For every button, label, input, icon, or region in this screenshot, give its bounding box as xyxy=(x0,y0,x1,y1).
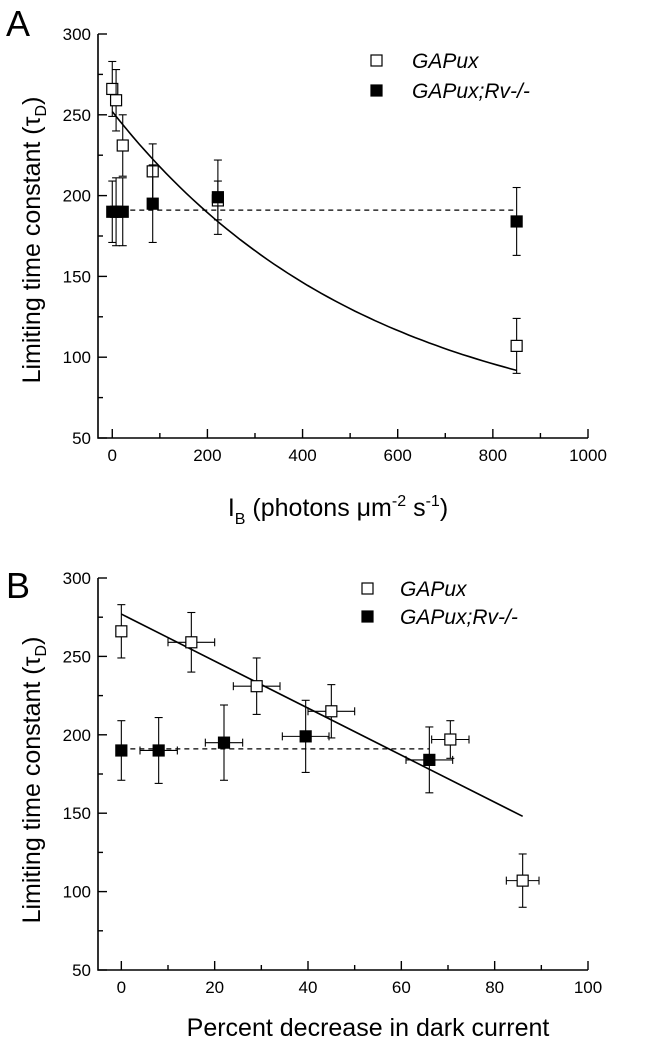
data-point-filled xyxy=(139,717,178,784)
open-square-marker xyxy=(109,94,123,107)
x-tick-label: 1000 xyxy=(569,446,607,465)
filled-square-marker xyxy=(299,730,312,743)
data-point-filled xyxy=(116,177,129,247)
y-tick-label: 150 xyxy=(63,804,91,823)
y-tick-label: 50 xyxy=(72,429,91,448)
x-tick-label: 0 xyxy=(117,978,126,997)
x-tick-label: 20 xyxy=(205,978,224,997)
panel-b-points xyxy=(115,604,540,908)
x-tick-label: 800 xyxy=(479,446,507,465)
y-tick-label: 100 xyxy=(63,883,91,902)
data-point-open xyxy=(106,60,119,117)
panel-b-letter: B xyxy=(6,565,30,606)
legend-open-square-marker xyxy=(361,582,374,595)
data-point-open xyxy=(307,684,356,739)
legend-label-gapux: GAPux xyxy=(400,578,468,601)
open-square-marker xyxy=(444,733,457,746)
panel-b-chart: B 0 20 40 60 80 100 50 100 150 200 250 300 GAPux GA… xyxy=(6,565,602,1042)
data-point-open xyxy=(167,611,216,673)
filled-square-marker xyxy=(423,753,436,766)
x-tick-label: 40 xyxy=(299,978,318,997)
x-tick-label: 200 xyxy=(193,446,221,465)
y-tick-label: 300 xyxy=(63,569,91,588)
panel-b-x-axis-label: Percent decrease in dark current xyxy=(187,1014,550,1042)
y-tick-label: 150 xyxy=(63,267,91,286)
legend-label-gapux: GAPux xyxy=(412,50,480,73)
y-tick-label: 300 xyxy=(63,25,91,44)
data-point-filled xyxy=(211,159,224,235)
open-square-marker xyxy=(510,339,523,352)
panel-a-chart: A 0 200 400 600 800 1000 50 100 150 200 250 300 GAP… xyxy=(6,3,607,528)
panel-b-axes xyxy=(97,578,588,971)
data-point-open xyxy=(505,853,540,908)
x-tick-label: 100 xyxy=(574,978,602,997)
panel-b-y-axis-label: Limiting time constant (τD) xyxy=(18,637,50,924)
panel-a-y-axis-label: Limiting time constant (τD) xyxy=(18,97,50,384)
filled-square-marker xyxy=(116,205,129,218)
y-tick-label: 250 xyxy=(63,647,91,666)
open-square-marker xyxy=(185,636,198,649)
fit-curve xyxy=(111,111,517,372)
data-point-open xyxy=(115,604,128,659)
data-point-open xyxy=(109,69,123,132)
panel-a-lines xyxy=(111,111,517,372)
y-tick-label: 100 xyxy=(63,348,91,367)
legend-open-square-marker xyxy=(370,54,383,67)
y-tick-label: 200 xyxy=(63,726,91,745)
legend-label-gapux-rv: GAPux;Rv-/- xyxy=(400,606,518,629)
x-tick-label: 60 xyxy=(392,978,411,997)
data-point-filled xyxy=(146,164,159,244)
panel-b-legend: GAPux GAPux;Rv-/- xyxy=(361,578,518,629)
filled-square-marker xyxy=(510,215,523,228)
open-square-marker xyxy=(516,874,529,887)
data-point-filled xyxy=(405,726,454,794)
panel-a-points xyxy=(106,60,523,374)
x-tick-label: 400 xyxy=(288,446,316,465)
axis-line xyxy=(97,578,588,971)
open-square-marker xyxy=(116,139,129,152)
filled-square-marker xyxy=(146,197,159,210)
legend-label-gapux-rv: GAPux;Rv-/- xyxy=(412,80,530,103)
x-tick-label: 80 xyxy=(485,978,504,997)
open-square-marker xyxy=(325,705,338,718)
filled-square-marker xyxy=(115,744,128,757)
data-point-filled xyxy=(510,186,523,256)
fit-line xyxy=(120,613,524,818)
data-point-filled xyxy=(281,699,330,773)
panel-a-letter: A xyxy=(6,3,30,44)
data-point-open xyxy=(431,720,470,759)
data-point-open xyxy=(116,114,129,177)
data-point-filled xyxy=(204,704,244,781)
y-tick-label: 200 xyxy=(63,187,91,206)
filled-square-marker xyxy=(217,736,231,749)
y-tick-label: 50 xyxy=(72,961,91,980)
open-square-marker xyxy=(250,680,263,693)
x-tick-label: 600 xyxy=(384,446,412,465)
panel-a-ticks: 0 200 400 600 800 1000 50 100 150 200 250 300 xyxy=(63,25,607,465)
panel-a-legend: GAPux GAPux;Rv-/- xyxy=(370,50,530,103)
x-tick-label: 0 xyxy=(108,446,117,465)
data-point-open xyxy=(510,317,523,374)
filled-square-marker xyxy=(152,744,165,757)
panel-b-ticks: 0 20 40 60 80 100 50 100 150 200 250 300 xyxy=(63,569,603,997)
filled-square-marker xyxy=(211,191,224,204)
panel-b-lines xyxy=(120,613,524,818)
data-point-open xyxy=(232,657,281,715)
open-square-marker xyxy=(115,625,128,638)
data-point-filled xyxy=(115,720,128,781)
legend-filled-square-marker xyxy=(361,610,374,623)
y-tick-label: 250 xyxy=(63,106,91,125)
legend-filled-square-marker xyxy=(370,84,383,97)
panel-a-x-axis-label: IB (photons μm-2 s-1) xyxy=(228,493,448,528)
